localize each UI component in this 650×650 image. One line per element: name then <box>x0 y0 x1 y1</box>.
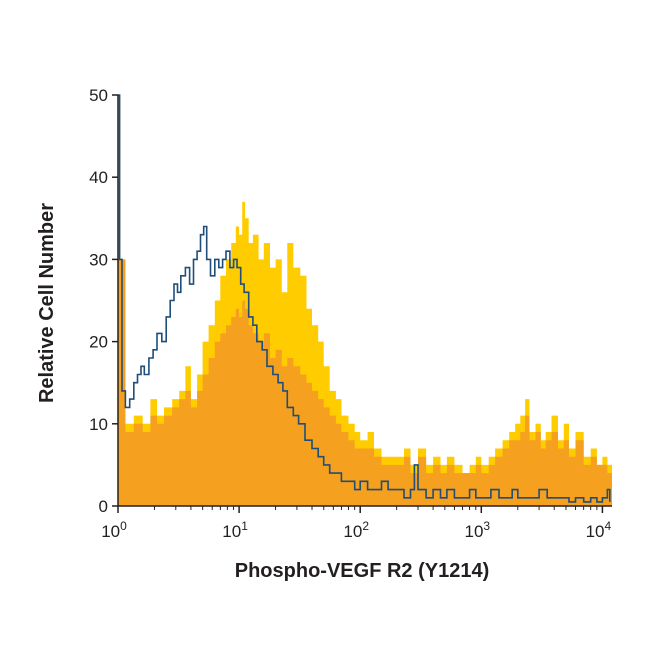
x-tick-label: 102 <box>343 519 369 541</box>
x-tick-label: 104 <box>586 519 612 541</box>
y-tick-label: 40 <box>89 168 108 187</box>
series-fill-1 <box>118 259 612 506</box>
series-line-2 <box>118 94 611 503</box>
plot-series <box>118 94 612 506</box>
x-axis-ticks: 100 101 102 103 104 <box>101 506 612 541</box>
y-tick-label: 10 <box>89 415 108 434</box>
x-tick-label: 103 <box>465 519 491 541</box>
y-axis-title: Relative Cell Number <box>36 203 58 403</box>
x-tick-label: 101 <box>222 519 248 541</box>
y-tick-label: 20 <box>89 333 108 352</box>
y-axis-ticks: 0 10 20 30 40 50 <box>89 86 118 516</box>
y-tick-label: 30 <box>89 250 108 269</box>
x-axis-title: Phospho-VEGF R2 (Y1214) <box>235 560 490 582</box>
y-tick-label: 0 <box>99 497 108 516</box>
y-tick-label: 50 <box>89 86 108 105</box>
x-tick-label: 100 <box>101 519 127 541</box>
